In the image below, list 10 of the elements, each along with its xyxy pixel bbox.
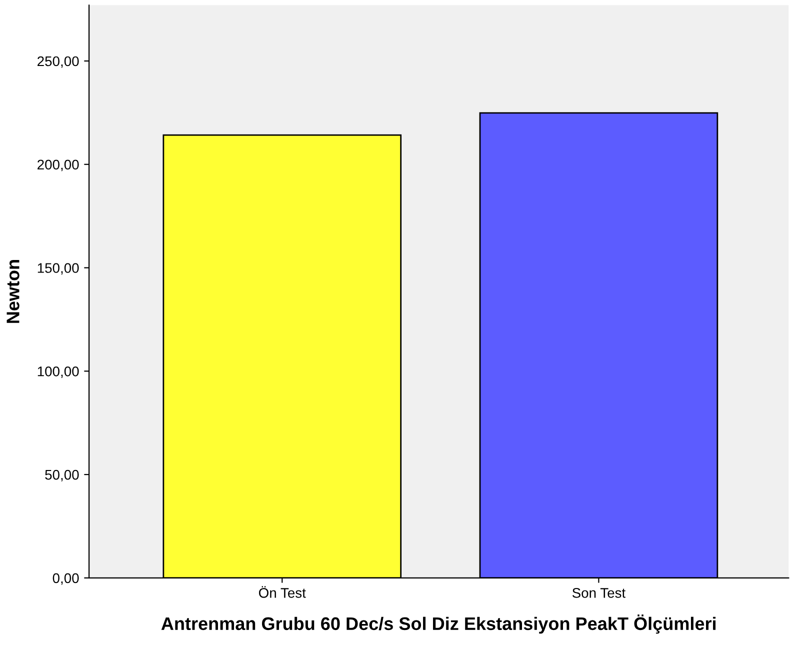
y-tick-label: 200,00 [38, 160, 79, 172]
y-tick-label: 50,00 [45, 470, 79, 482]
y-tick-label: 0,00 [52, 573, 79, 585]
x-tick-label: Son Test [572, 588, 626, 598]
y-tick-label: 100,00 [38, 366, 79, 378]
x-tick-label: Ön Test [258, 586, 306, 598]
y-tick-label: 250,00 [38, 56, 79, 68]
x-axis-title: Antrenman Grubu 60 Dec/s Sol Diz Ekstansiyon PeakT Ölçümleri [161, 614, 716, 634]
y-tick-label: 150,00 [38, 263, 79, 275]
y-axis-title: Newton [6, 260, 20, 323]
